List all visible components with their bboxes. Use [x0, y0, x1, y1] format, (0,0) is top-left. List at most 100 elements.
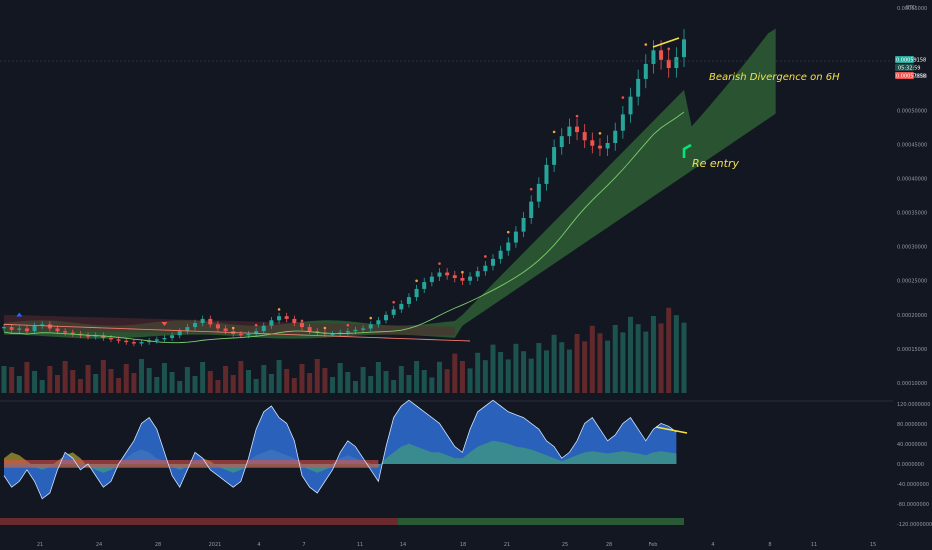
- volume-bar: [391, 380, 397, 393]
- date-axis-label: 21: [37, 542, 43, 548]
- candle-body: [521, 218, 526, 232]
- volume-bar: [100, 360, 106, 393]
- candle-body: [391, 309, 396, 315]
- countdown-tag-text: 05:32:59: [898, 66, 920, 72]
- candle-body: [452, 275, 457, 278]
- volume-bar: [383, 371, 389, 393]
- trend-ribbon: [4, 314, 455, 336]
- candle-body: [177, 331, 182, 336]
- signal-arrow-icon: [16, 312, 23, 317]
- volume-bar: [93, 374, 99, 393]
- oscillator-axis-label: -80.0000000: [897, 502, 929, 508]
- oscillator-axis-label: -120.0000000: [897, 522, 932, 528]
- volume-bar: [1, 366, 7, 393]
- date-axis[interactable]: 21 24 28 2021 4 7 11 14 18 21 25 28 Feb 4 8 11 15: [37, 542, 876, 548]
- candle-body: [376, 320, 381, 325]
- volume-bar: [490, 344, 496, 393]
- volume-bar: [658, 323, 664, 393]
- volume-bar: [9, 367, 15, 393]
- volume-bar: [543, 350, 549, 393]
- volume-bar: [268, 374, 274, 393]
- signal-arrow-icon: [161, 322, 168, 326]
- price-pane[interactable]: Bearish Divergence on 6H Re entry: [0, 28, 893, 393]
- volume-bar: [245, 370, 251, 393]
- candle-body: [445, 272, 450, 276]
- volume-bar: [375, 362, 381, 393]
- oscillator-axis[interactable]: 120.0000000 80.0000000 40.0000000 0.0000000…: [897, 402, 932, 528]
- moving-average-line: [3, 111, 685, 344]
- volume-bar: [597, 333, 603, 393]
- volume-bar: [192, 376, 198, 393]
- signal-dot: [323, 326, 327, 330]
- date-axis-label: Feb: [649, 542, 658, 548]
- candle-body: [185, 327, 190, 332]
- signal-dot: [621, 96, 625, 99]
- candle-body: [238, 333, 243, 336]
- candle-body: [277, 316, 282, 321]
- candle-body: [506, 242, 511, 251]
- price-tag: [895, 56, 914, 63]
- signal-dot: [484, 255, 487, 258]
- candle-body: [40, 324, 45, 326]
- candle-body: [529, 201, 534, 218]
- volume-bar: [482, 360, 488, 393]
- price-tag-text: 0.00059158: [896, 58, 926, 64]
- volume-bar: [574, 334, 580, 393]
- volume-bar: [146, 368, 152, 393]
- candle-body: [2, 327, 6, 329]
- volume-bar: [528, 358, 534, 393]
- trend-strip-bullish: [398, 518, 684, 525]
- volume-bar: [681, 322, 687, 393]
- volume-bar: [513, 343, 519, 393]
- volume-bar: [673, 315, 679, 393]
- oscillator-areas: [3, 399, 677, 500]
- candle-body: [674, 57, 679, 68]
- volume-bar: [643, 331, 649, 393]
- candle-body: [659, 50, 664, 60]
- price-axis-label: 0.00015000: [897, 347, 927, 353]
- oscillator-axis-label: 120.0000000: [897, 402, 930, 408]
- volume-bar: [47, 366, 53, 393]
- oscillator-red-band: [4, 460, 379, 468]
- candle-body: [666, 59, 671, 68]
- divergence-line-price: [652, 37, 680, 48]
- volume-bar: [200, 362, 206, 393]
- volume-bar: [666, 307, 672, 393]
- signal-dot: [254, 323, 258, 327]
- volume-bar: [62, 361, 68, 393]
- candle-body: [559, 136, 564, 148]
- volume-bar: [207, 371, 213, 393]
- candle-body: [429, 276, 434, 283]
- price-axis-label: 0.00025000: [897, 279, 927, 285]
- candle-body: [261, 325, 266, 332]
- volume-bar: [70, 370, 76, 393]
- volume-bar: [605, 340, 611, 393]
- candle-body: [24, 328, 29, 332]
- reentry-annotation: Re entry: [692, 157, 739, 170]
- candle-body: [315, 331, 320, 333]
- date-axis-label: 28: [606, 542, 612, 548]
- date-axis-label: 15: [870, 542, 876, 548]
- reentry-arrow-icon: [682, 143, 692, 158]
- candle-body: [353, 329, 358, 332]
- oscillator-axis-label: 80.0000000: [897, 422, 927, 428]
- oscillator-pane[interactable]: [0, 399, 688, 525]
- volume-bar: [589, 325, 595, 393]
- candle-body: [200, 318, 205, 323]
- volume-bar: [177, 381, 183, 393]
- low-tag: [895, 72, 914, 79]
- price-axis[interactable]: BTC 0.000650000.000550000.000500000.0004…: [895, 5, 927, 387]
- date-axis-label: 24: [96, 542, 102, 548]
- candle-body: [613, 130, 618, 143]
- candle-body: [208, 318, 213, 325]
- volume-bar: [215, 380, 221, 393]
- oscillator-axis-label: 40.0000000: [897, 442, 927, 448]
- price-axis-label: 0.00065000: [897, 6, 927, 12]
- candle-body: [422, 282, 427, 289]
- candle-body: [575, 126, 580, 133]
- volume-bar: [521, 351, 527, 393]
- volume-bar: [131, 373, 137, 393]
- signal-dot: [369, 316, 373, 320]
- volume-bar: [452, 353, 458, 393]
